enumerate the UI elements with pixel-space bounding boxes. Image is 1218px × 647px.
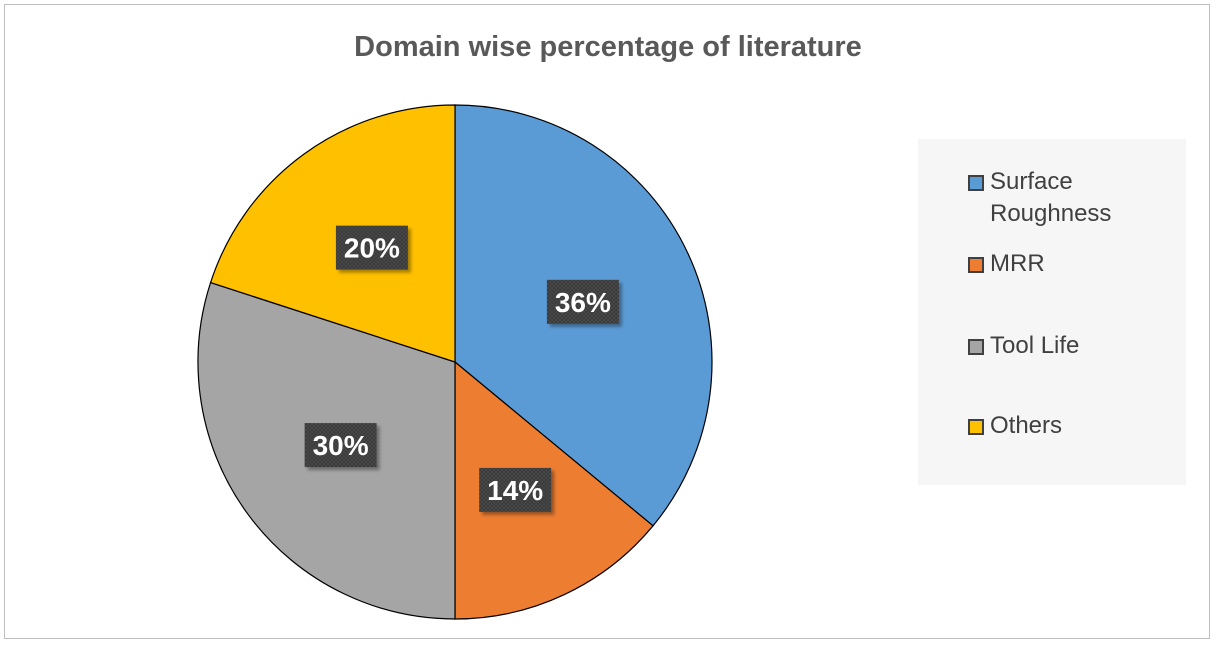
legend-swatch-surface-roughness xyxy=(968,175,984,191)
legend: Surface Roughness MRR Tool Life Others xyxy=(918,139,1186,485)
legend-swatch-others xyxy=(968,419,984,435)
legend-swatch-tool-life xyxy=(968,339,984,355)
data-label-mrr: 14% xyxy=(479,467,552,512)
data-label-tool-life: 30% xyxy=(304,423,377,468)
data-label-box xyxy=(304,423,377,468)
data-label-box xyxy=(546,279,619,324)
pie-slice-mrr[interactable] xyxy=(454,360,654,620)
legend-label-mrr: MRR xyxy=(990,250,1045,277)
chart-area: Domain wise percentage of literature 36%… xyxy=(4,4,1210,639)
pie-chart: 36% 14% 30% 20% xyxy=(197,104,713,620)
data-label-others: 20% xyxy=(335,225,408,270)
legend-label-tool-life: Tool Life xyxy=(990,332,1080,359)
data-label-text: 20% xyxy=(344,233,400,264)
data-label-text: 36% xyxy=(555,287,611,318)
pie-slice-others[interactable] xyxy=(209,104,456,363)
legend-label-surface-roughness-line2: Roughness xyxy=(990,200,1112,227)
data-label-surface-roughness: 36% xyxy=(546,279,619,324)
chart-title: Domain wise percentage of literature xyxy=(354,31,862,63)
legend-label-surface-roughness-line1: Surface xyxy=(990,168,1073,195)
data-label-box xyxy=(335,225,408,270)
data-label-box xyxy=(479,467,552,512)
legend-label-others: Others xyxy=(990,412,1063,439)
data-label-text: 14% xyxy=(487,475,543,506)
legend-swatch-mrr xyxy=(968,257,984,273)
data-label-text: 30% xyxy=(313,430,369,461)
